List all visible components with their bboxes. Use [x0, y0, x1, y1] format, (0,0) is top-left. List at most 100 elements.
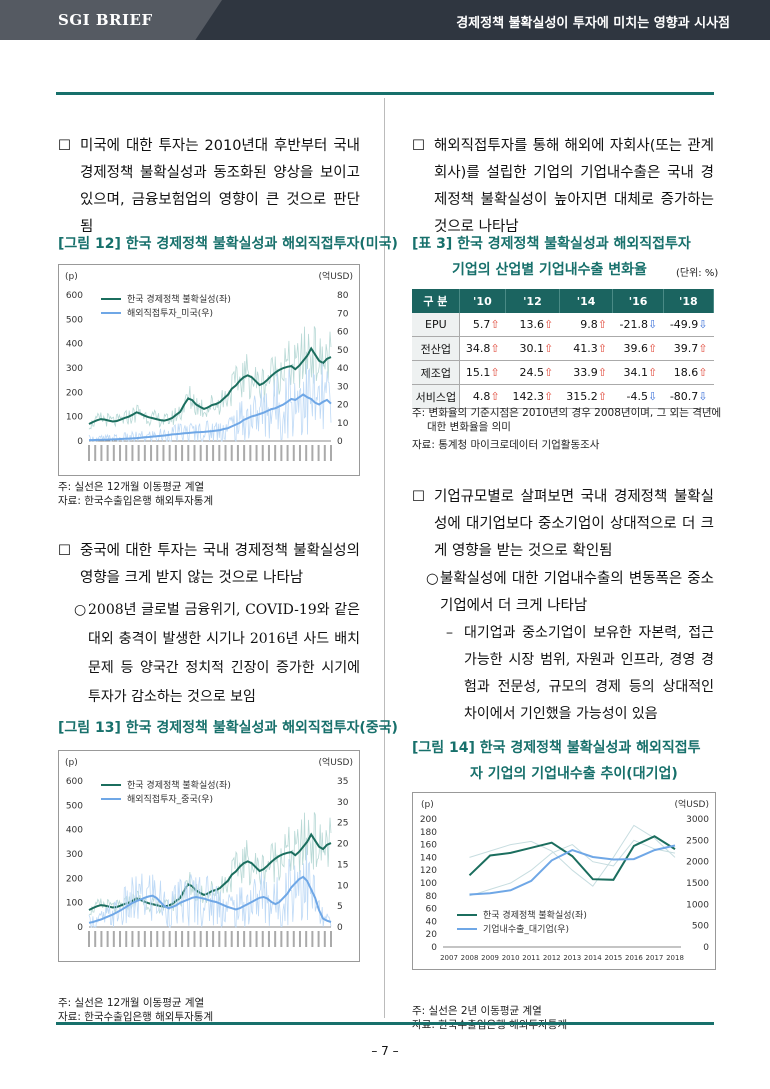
arrow-down-icon: ⇩ — [647, 390, 658, 403]
arrow-up-icon: ⇧ — [597, 366, 607, 379]
x-tick-label-mark — [212, 931, 215, 947]
x-tick-label-mark — [305, 931, 308, 947]
x-tick-label-mark — [94, 931, 97, 947]
figure-13-chart: (p) (억USD) 0 100 200 300 400 500 600 0 5 10 15 20 25 30… — [58, 750, 360, 962]
x-tick-label-mark — [311, 931, 314, 947]
x-tick-label-mark — [174, 931, 177, 947]
right-axis-unit: (억USD) — [318, 270, 353, 282]
table-header-cell: 구 분 — [412, 289, 460, 313]
x-tick-label-mark — [311, 445, 314, 461]
right-tick-label: 40 — [337, 364, 349, 374]
right-tick-label: 60 — [337, 328, 349, 338]
table-3-caption: [표 3] 한국 경제정책 불확실성과 해외직접투자 — [412, 236, 691, 252]
table-cell-value: 9.8 — [580, 318, 598, 331]
arrow-up-icon: ⇧ — [490, 342, 500, 355]
right-tick-label: 2500 — [686, 836, 709, 846]
raw-series-line — [88, 812, 332, 916]
right-paragraph-2: ☐ 기업규모별로 살펴보면 국내 경제정책 불확실성에 대기업보다 중소기업이 … — [412, 484, 714, 565]
table-cell-value: -4.5 — [626, 390, 648, 403]
left-tick-label: 100 — [66, 899, 83, 909]
figure-12-note: 주: 실선은 12개월 이동평균 계열 — [58, 481, 205, 493]
figure-14-svg: (p) (억USD)0204060801001201401601802000500… — [420, 798, 709, 962]
left-axis-unit: (p) — [65, 758, 78, 768]
x-tick-label: 2015 — [604, 954, 622, 962]
left-tick-label: 80 — [426, 892, 438, 902]
table-cell: 34.8⇧ — [459, 336, 506, 361]
table-cell: 34.1⇧ — [612, 360, 664, 385]
table-cell-value: 30.1 — [519, 342, 545, 355]
x-tick-label-mark — [143, 931, 146, 947]
x-tick-label-mark — [181, 445, 184, 461]
left-tick-label: 140 — [420, 853, 437, 863]
x-tick-label-mark — [181, 931, 184, 947]
table-cell: -49.9⇩ — [663, 313, 714, 337]
table-row-label: 제조업 — [412, 360, 460, 385]
left-tick-label: 0 — [77, 923, 83, 933]
table-cell: 5.7⇧ — [459, 313, 506, 337]
x-tick-label-mark — [218, 445, 221, 461]
left-tick-label: 500 — [66, 315, 83, 325]
figure-13-source: 자료: 한국수출입은행 해외투자통계 — [58, 1011, 214, 1023]
figure-12-source: 자료: 한국수출입은행 해외투자통계 — [58, 495, 214, 507]
x-tick-label-mark — [330, 445, 332, 461]
table-header-cell: '14 — [559, 289, 614, 313]
table-cell: 24.5⇧ — [505, 360, 560, 385]
figure-13-note: 주: 실선은 12개월 이동평균 계열 — [58, 997, 205, 1009]
left-tick-label: 300 — [66, 364, 83, 374]
x-tick-label-mark — [212, 445, 215, 461]
table-cell-value: 34.8 — [465, 342, 491, 355]
x-tick-label-mark — [162, 445, 165, 461]
table-row: 전산업 34.8⇧ 30.1⇧ 41.3⇧ 39.6⇧ 39.7⇧ — [412, 336, 714, 361]
table-cell: 15.1⇧ — [459, 360, 506, 385]
table-cell: 13.6⇧ — [505, 313, 560, 337]
table-header-cell: '12 — [505, 289, 560, 313]
x-tick-label-mark — [205, 445, 208, 461]
table-cell-value: 39.7 — [673, 342, 699, 355]
x-tick-label: 2013 — [563, 954, 581, 962]
raw-series-line — [88, 326, 332, 430]
right-tick-label: 20 — [337, 401, 349, 411]
x-tick-label-mark — [236, 931, 239, 947]
left-tick-label: 600 — [66, 777, 83, 787]
table-row: 서비스업 4.8⇧ 142.3⇧ 315.2⇧ -4.5⇩ -80.7⇩ — [412, 384, 714, 409]
table-row-label: 전산업 — [412, 336, 460, 361]
checkbox-bullet-icon: ☐ — [412, 489, 425, 505]
x-tick-label-mark — [137, 931, 140, 947]
table-3-note: 주: 변화율의 기준시점은 2010년의 경우 2008년이며, 그 외는 격년… — [412, 407, 722, 419]
x-tick-label: 2008 — [461, 954, 479, 962]
header-brand: SGI BRIEF — [58, 11, 153, 29]
x-tick-label-mark — [199, 931, 202, 947]
table-cell-value: 13.6 — [519, 318, 545, 331]
x-tick-label-mark — [249, 931, 252, 947]
x-tick-label-mark — [143, 445, 146, 461]
table-cell: 18.6⇧ — [663, 360, 714, 385]
left-paragraph-1: ☐ 미국에 대한 투자는 2010년대 후반부터 국내 경제정책 불확실성과 동… — [58, 133, 360, 241]
x-tick-label-mark — [317, 445, 320, 461]
x-tick-label-mark — [168, 445, 171, 461]
x-tick-label: 2009 — [481, 954, 499, 962]
figure-14-chart: (p) (억USD) 0 20 40 60 80 100 120 140 160 180 200 0 500… — [412, 792, 716, 970]
x-tick-label-mark — [199, 445, 202, 461]
x-tick-label-mark — [292, 931, 295, 947]
x-tick-label-mark — [230, 445, 233, 461]
x-tick-label: 2007 — [440, 954, 458, 962]
table-3-source: 자료: 통계청 마이크로데이터 기업활동조사 — [412, 439, 600, 451]
header-title: 경제정책 불확실성이 투자에 미치는 영향과 시사점 — [456, 16, 730, 31]
left-tick-label: 160 — [420, 841, 437, 851]
x-tick-label-mark — [106, 445, 109, 461]
x-tick-label-mark — [112, 931, 115, 947]
series-line — [469, 844, 676, 896]
x-tick-label-mark — [255, 931, 258, 947]
x-tick-label: 2016 — [625, 954, 643, 962]
x-tick-label-mark — [224, 931, 227, 947]
table-header-cell: '16 — [612, 289, 664, 313]
table-row-label: EPU — [412, 313, 460, 337]
table-cell: 315.2⇧ — [559, 384, 613, 409]
left-paragraph-2: ☐ 중국에 대한 투자는 국내 경제정책 불확실성의 영향을 크게 받지 않는 … — [58, 538, 360, 592]
left-tick-label: 40 — [426, 917, 438, 927]
table-row: EPU 5.7⇧ 13.6⇧ 9.8⇧ -21.8⇩ -49.9⇩ — [412, 313, 714, 337]
x-tick-label-mark — [317, 931, 320, 947]
left-tick-label: 400 — [66, 826, 83, 836]
x-tick-label-mark — [218, 931, 221, 947]
arrow-up-icon: ⇧ — [597, 342, 607, 355]
